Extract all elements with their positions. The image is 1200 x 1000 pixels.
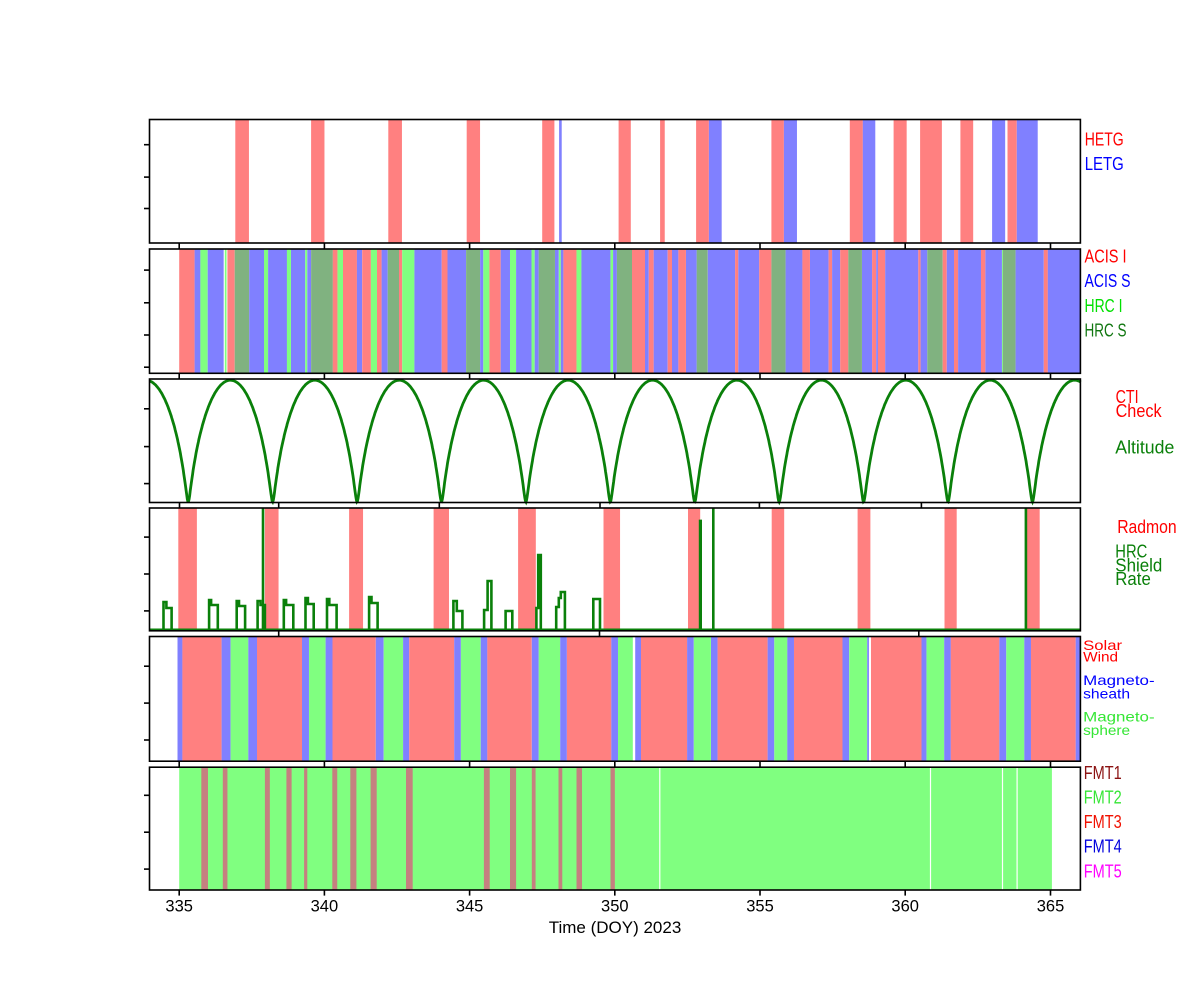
svg-text:HRC S: HRC S	[1085, 320, 1127, 340]
svg-text:Wind: Wind	[1083, 649, 1118, 665]
svg-text:FMT1: FMT1	[1084, 763, 1122, 783]
svg-text:Check: Check	[1116, 401, 1163, 421]
svg-text:HRC I: HRC I	[1085, 296, 1123, 316]
svg-text:340: 340	[311, 898, 339, 916]
svg-text:345: 345	[456, 898, 484, 916]
svg-text:FMT4: FMT4	[1084, 837, 1122, 857]
svg-text:365: 365	[1037, 898, 1065, 916]
svg-text:FMT3: FMT3	[1084, 812, 1122, 832]
svg-text:Solar: Solar	[1083, 637, 1122, 653]
svg-text:HRC: HRC	[1115, 541, 1147, 561]
svg-text:Shield: Shield	[1115, 556, 1162, 576]
svg-text:Time (DOY) 2023: Time (DOY) 2023	[549, 918, 682, 937]
svg-text:Magneto-: Magneto-	[1083, 709, 1155, 725]
svg-text:Radmon: Radmon	[1117, 517, 1177, 537]
svg-text:Altitude: Altitude	[1115, 438, 1174, 458]
svg-text:335: 335	[165, 898, 193, 916]
svg-text:FMT2: FMT2	[1084, 787, 1122, 807]
svg-text:sheath: sheath	[1083, 686, 1130, 702]
svg-text:355: 355	[746, 898, 774, 916]
svg-text:Magneto-: Magneto-	[1083, 672, 1155, 688]
svg-text:360: 360	[891, 898, 919, 916]
svg-text:FMT5: FMT5	[1084, 861, 1122, 881]
svg-text:350: 350	[601, 898, 629, 916]
svg-text:Rate: Rate	[1115, 569, 1151, 589]
svg-text:sphere: sphere	[1083, 722, 1130, 738]
svg-text:LETG: LETG	[1085, 154, 1124, 174]
svg-text:ACIS I: ACIS I	[1085, 246, 1127, 266]
svg-text:HETG: HETG	[1085, 130, 1124, 150]
svg-text:ACIS S: ACIS S	[1085, 271, 1131, 291]
svg-text:CTI: CTI	[1116, 387, 1139, 407]
